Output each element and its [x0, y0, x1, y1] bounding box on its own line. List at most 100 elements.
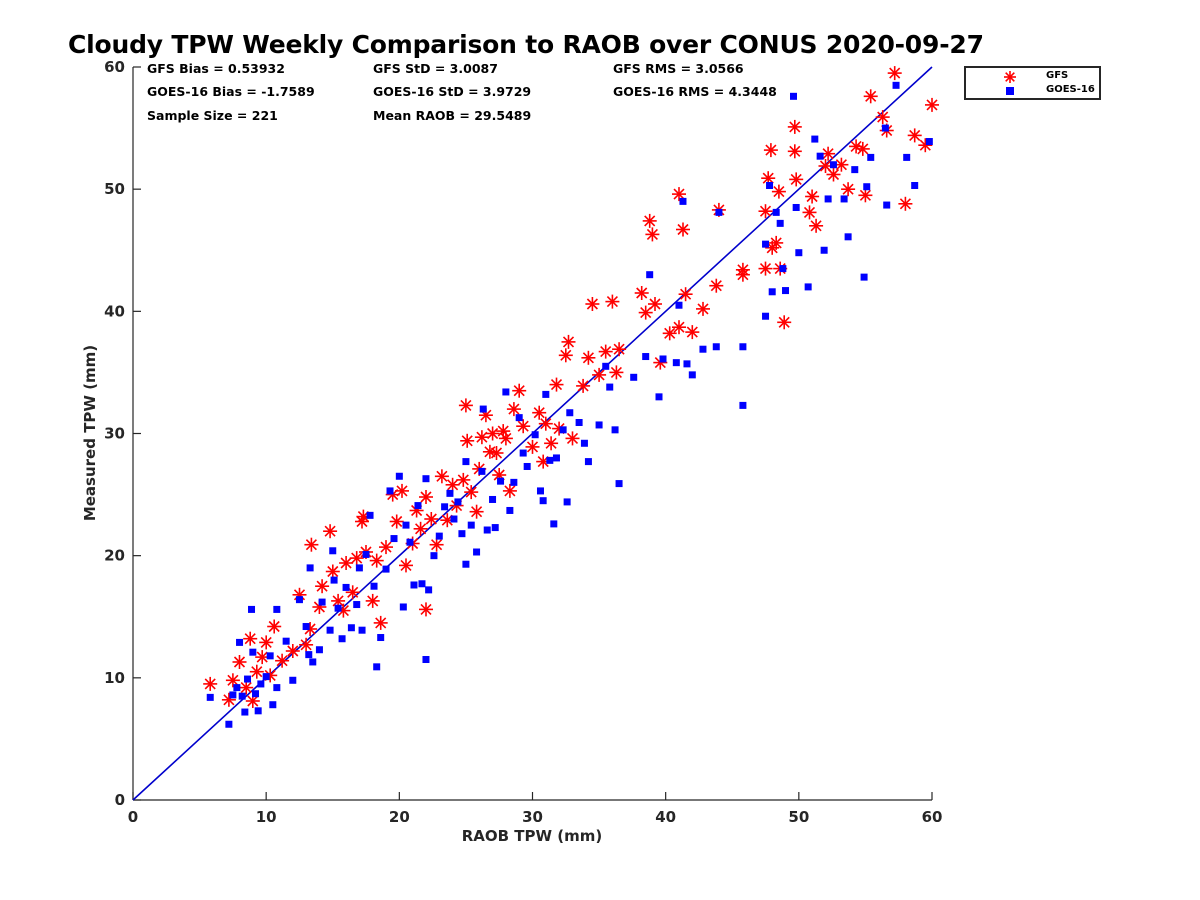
gfs-point — [672, 320, 686, 335]
gfs-point — [855, 141, 870, 156]
goes16-point — [630, 373, 638, 381]
goes16-point — [395, 472, 403, 480]
legend: GFS GOES-16 — [964, 66, 1101, 100]
goes16-point — [550, 520, 558, 528]
gfs-point — [506, 402, 521, 417]
goes16-point — [229, 691, 237, 699]
goes16-point — [262, 673, 270, 681]
gfs-point — [245, 694, 260, 708]
goes16-point — [566, 409, 574, 417]
gfs-point — [685, 325, 700, 340]
gfs-point — [758, 204, 773, 219]
goes16-point — [863, 183, 871, 191]
gfs-point — [485, 426, 500, 441]
goes16-point — [366, 511, 374, 519]
goes16-point — [315, 646, 323, 654]
stat-gfs-bias: GFS Bias = 0.53932 — [147, 61, 285, 76]
goes16-point — [410, 581, 418, 589]
series-gfs — [203, 66, 939, 708]
gfs-point — [761, 171, 776, 186]
gfs-point — [763, 143, 778, 158]
tick-labels: 0 10 20 30 40 50 60 0 10 20 30 40 50 60 — [104, 58, 942, 826]
axes — [132, 66, 933, 801]
goes16-point — [334, 604, 342, 612]
goes16-point — [563, 498, 571, 506]
gfs-point — [789, 172, 804, 187]
gfs-point — [285, 644, 300, 658]
goes16-point — [353, 601, 361, 609]
goes16-point — [206, 693, 214, 701]
stat-goes16-std: GOES-16 StD = 3.9729 — [373, 84, 532, 99]
goes16-point — [523, 462, 531, 470]
gfs-point — [323, 524, 338, 539]
goes16-point — [584, 458, 592, 466]
gfs-point — [275, 653, 290, 668]
gfs-point — [365, 593, 380, 608]
goes16-point — [903, 153, 911, 161]
gfs-point — [267, 619, 282, 634]
gfs-point — [456, 472, 471, 487]
gfs-point — [565, 431, 580, 446]
goes16-point — [715, 208, 723, 216]
goes16-point — [491, 524, 499, 532]
gfs-point — [325, 564, 340, 579]
gfs-point — [243, 631, 258, 646]
goes16-point — [282, 637, 290, 645]
gfs-point — [561, 334, 576, 349]
legend-label-gfs: GFS — [1046, 70, 1069, 81]
goes16-point — [458, 530, 466, 538]
goes16-point — [430, 552, 438, 560]
gfs-point — [339, 556, 354, 570]
goes16-point — [776, 219, 784, 227]
gfs-point — [925, 97, 939, 112]
goes16-point — [883, 201, 891, 209]
goes16-point — [330, 576, 338, 584]
gfs-point — [549, 377, 564, 392]
goes16-point — [580, 439, 588, 447]
goes16-point — [911, 182, 919, 190]
x-axis-label: RAOB TPW (mm) — [461, 827, 603, 845]
gfs-point — [489, 446, 504, 460]
goes16-point — [840, 195, 848, 203]
gfs-point — [399, 558, 413, 573]
goes16-point — [497, 477, 505, 485]
goes16-point — [309, 658, 317, 666]
goes16-point — [269, 701, 277, 709]
gfs-point — [645, 227, 660, 242]
goes16-point — [739, 343, 747, 351]
goes16-point — [679, 197, 687, 205]
goes16-point — [795, 249, 803, 257]
goes16-point — [659, 355, 667, 363]
goes16-point — [502, 388, 510, 396]
goes16-point — [595, 421, 603, 429]
goes16-point — [238, 692, 246, 700]
goes16-point — [602, 362, 610, 370]
x-tick-label: 10 — [256, 808, 277, 826]
goes16-point — [779, 265, 787, 273]
gfs-point — [809, 218, 824, 233]
gfs-point — [502, 483, 517, 498]
legend-item-gfs: GFS — [966, 70, 1099, 84]
x-tick-label: 60 — [922, 808, 943, 826]
legend-label-goes16: GOES-16 — [1046, 84, 1095, 95]
goes16-point — [441, 503, 449, 511]
goes16-point — [510, 478, 518, 486]
gfs-point — [735, 262, 750, 277]
goes16-point — [414, 502, 422, 510]
goes16-point — [860, 273, 868, 281]
x-tick-label: 0 — [128, 808, 138, 826]
goes16-point — [811, 135, 819, 143]
goes16-point — [672, 359, 680, 367]
goes16-point — [804, 283, 812, 291]
gfs-point — [802, 205, 817, 220]
chart-title: Cloudy TPW Weekly Comparison to RAOB ove… — [68, 30, 984, 59]
x-tick-label: 40 — [655, 808, 676, 826]
gfs-point — [612, 342, 627, 357]
gfs-point — [642, 213, 657, 228]
goes16-point — [790, 92, 798, 100]
y-tick-label: 60 — [104, 58, 125, 76]
gfs-point — [907, 128, 922, 143]
y-axis-label: Measured TPW (mm) — [81, 344, 99, 522]
stat-mean-raob: Mean RAOB = 29.5489 — [373, 108, 532, 123]
goes16-point — [318, 598, 326, 606]
